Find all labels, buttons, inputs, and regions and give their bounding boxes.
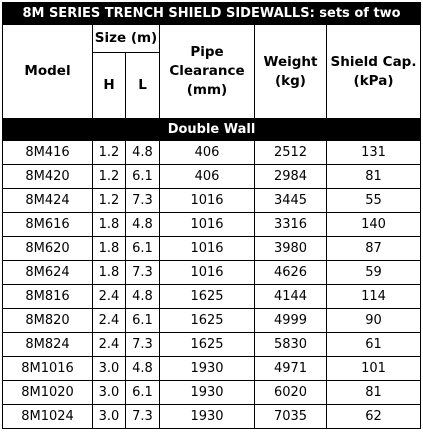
table-cell: 8M424 (2, 188, 93, 213)
table-row: 8M420 1.2 6.1 406 2984 81 (2, 164, 422, 189)
table-cell: 8M820 (2, 308, 93, 333)
table-cell: 4971 (254, 356, 327, 381)
table-cell: 1016 (159, 212, 255, 237)
table-cell: 7035 (254, 404, 327, 429)
table-cell: 1.8 (92, 236, 126, 261)
table-cell: 1016 (159, 236, 255, 261)
spec-table: 8M SERIES TRENCH SHIELD SIDEWALLS: sets … (1, 2, 422, 429)
table-cell: 1930 (159, 380, 255, 405)
table-cell: 5830 (254, 332, 327, 357)
table-cell: 2.4 (92, 284, 126, 309)
col-shield: Shield Cap. (kPa) (325, 24, 422, 119)
table-cell: 101 (325, 356, 422, 381)
table-cell: 2.4 (92, 308, 126, 333)
table-cell: 7.3 (125, 404, 160, 429)
table-row: 8M824 2.4 7.3 1625 5830 61 (2, 332, 422, 357)
table-cell: 8M1020 (2, 380, 93, 405)
table-row: 8M816 2.4 4.8 1625 4144 114 (2, 284, 422, 309)
table-cell: 7.3 (125, 332, 160, 357)
table-row: 8M1020 3.0 6.1 1930 6020 81 (2, 380, 422, 405)
table-cell: 8M416 (2, 140, 93, 165)
table-cell: 62 (325, 404, 422, 429)
table-cell: 1625 (159, 284, 255, 309)
table-cell: 61 (325, 332, 422, 357)
table-cell: 3.0 (92, 404, 126, 429)
table-cell: 2.4 (92, 332, 126, 357)
table-row: 8M1016 3.0 4.8 1930 4971 101 (2, 356, 422, 381)
table-cell: 6020 (254, 380, 327, 405)
col-h: H (92, 52, 126, 119)
section-title: Double Wall (1, 118, 422, 141)
table-row: 8M1024 3.0 7.3 1930 7035 62 (2, 404, 422, 429)
table-cell: 406 (159, 164, 255, 189)
table-cell: 1930 (159, 356, 255, 381)
table-cell: 6.1 (125, 236, 160, 261)
table-cell: 8M616 (2, 212, 93, 237)
table-cell: 4.8 (125, 212, 160, 237)
table-cell: 8M816 (2, 284, 93, 309)
col-weight: Weight (kg) (254, 24, 327, 119)
table-cell: 81 (325, 380, 422, 405)
table-cell: 2984 (254, 164, 327, 189)
table-cell: 6.1 (125, 308, 160, 333)
table-cell: 7.3 (125, 260, 160, 285)
table-row: 8M616 1.8 4.8 1016 3316 140 (2, 212, 422, 237)
col-pipe: Pipe Clearance (mm) (159, 24, 255, 119)
table-row: 8M620 1.8 6.1 1016 3980 87 (2, 236, 422, 261)
table-cell: 1.2 (92, 188, 126, 213)
table-cell: 4626 (254, 260, 327, 285)
table-cell: 1.2 (92, 164, 126, 189)
table-row: 8M424 1.2 7.3 1016 3445 55 (2, 188, 422, 213)
table-cell: 3.0 (92, 380, 126, 405)
table-cell: 131 (325, 140, 422, 165)
table-row: 8M624 1.8 7.3 1016 4626 59 (2, 260, 422, 285)
table-title: 8M SERIES TRENCH SHIELD SIDEWALLS: sets … (1, 2, 422, 25)
table-cell: 4.8 (125, 284, 160, 309)
table-cell: 1625 (159, 308, 255, 333)
table-row: 8M416 1.2 4.8 406 2512 131 (2, 140, 422, 165)
table-cell: 4144 (254, 284, 327, 309)
table-cell: 3.0 (92, 356, 126, 381)
table-cell: 406 (159, 140, 255, 165)
table-cell: 7.3 (125, 188, 160, 213)
table-cell: 140 (325, 212, 422, 237)
table-cell: 4.8 (125, 140, 160, 165)
table-cell: 1625 (159, 332, 255, 357)
table-cell: 4.8 (125, 356, 160, 381)
table-cell: 1016 (159, 260, 255, 285)
table-cell: 1.2 (92, 140, 126, 165)
table-head: 8M SERIES TRENCH SHIELD SIDEWALLS: sets … (1, 2, 422, 141)
table-cell: 1016 (159, 188, 255, 213)
table-cell: 1.8 (92, 212, 126, 237)
col-l: L (125, 52, 160, 119)
table-cell: 8M624 (2, 260, 93, 285)
table-cell: 114 (325, 284, 422, 309)
table-cell: 4999 (254, 308, 327, 333)
table-cell: 8M1024 (2, 404, 93, 429)
table-cell: 81 (325, 164, 422, 189)
table-row: 8M820 2.4 6.1 1625 4999 90 (2, 308, 422, 333)
table-cell: 8M620 (2, 236, 93, 261)
table-cell: 2512 (254, 140, 327, 165)
table-cell: 3980 (254, 236, 327, 261)
table-body: 8M416 1.2 4.8 406 2512 131 8M420 1.2 6.1 406 2984 8… (2, 140, 422, 429)
table-cell: 8M824 (2, 332, 93, 357)
table-cell: 3445 (254, 188, 327, 213)
table-cell: 8M420 (2, 164, 93, 189)
table-cell: 55 (325, 188, 422, 213)
table-cell: 1.8 (92, 260, 126, 285)
table-cell: 6.1 (125, 380, 160, 405)
table-cell: 8M1016 (2, 356, 93, 381)
table-cell: 59 (325, 260, 422, 285)
col-size: Size (m) (92, 24, 160, 53)
table-cell: 6.1 (125, 164, 160, 189)
table-cell: 3316 (254, 212, 327, 237)
table-cell: 1930 (159, 404, 255, 429)
table-cell: 87 (325, 236, 422, 261)
col-model: Model (2, 24, 93, 119)
table-cell: 90 (325, 308, 422, 333)
